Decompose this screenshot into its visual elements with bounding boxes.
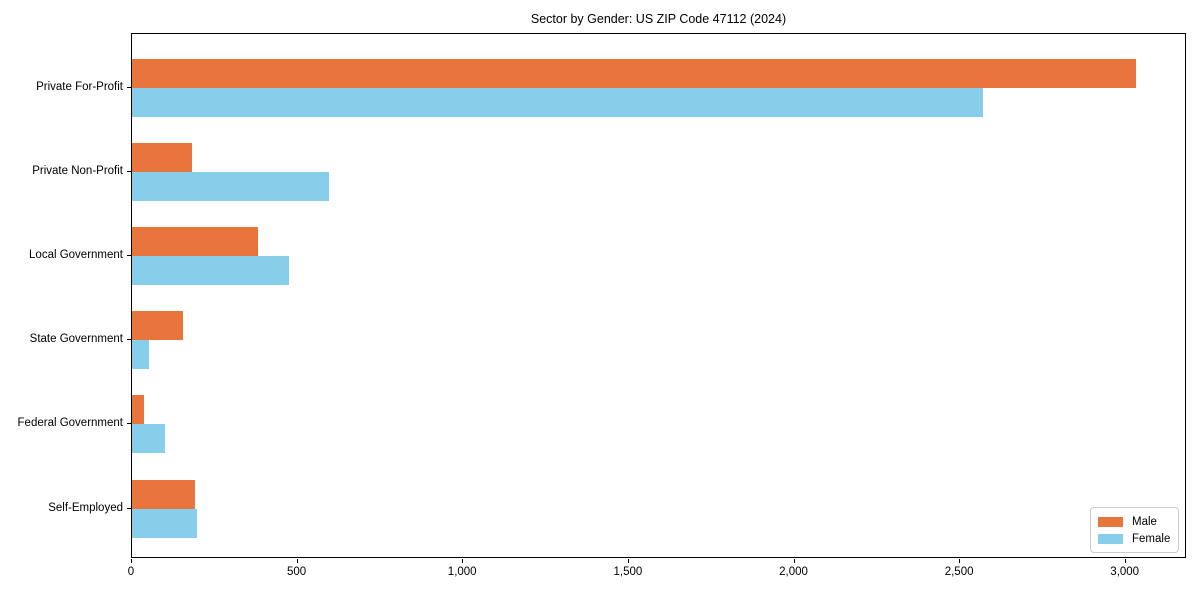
ytick-mark-federal-government bbox=[127, 423, 131, 425]
xtick-mark-2500 bbox=[959, 559, 961, 563]
legend-swatch-female bbox=[1098, 533, 1123, 544]
bar-male-local-government bbox=[132, 227, 258, 257]
legend-label-female: Female bbox=[1132, 532, 1171, 545]
xtick-mark-2000 bbox=[793, 559, 795, 563]
ytick-label-local-government: Local Government bbox=[29, 249, 123, 262]
xtick-mark-0 bbox=[131, 559, 132, 563]
bar-female-federal-government bbox=[132, 424, 166, 454]
bar-female-private-non-profit bbox=[132, 172, 330, 202]
xtick-mark-3000 bbox=[1124, 559, 1126, 563]
bar-male-state-government bbox=[132, 311, 184, 341]
ytick-label-state-government: State Government bbox=[29, 333, 123, 346]
xtick-label-1000: 1,000 bbox=[447, 566, 477, 578]
bar-male-self-employed bbox=[132, 479, 195, 509]
ytick-label-private-for-profit: Private For-Profit bbox=[36, 81, 123, 93]
xtick-label-2000: 2,000 bbox=[779, 566, 808, 578]
legend-label-male: Male bbox=[1132, 515, 1157, 528]
ytick-mark-self-employed bbox=[127, 507, 131, 509]
xtick-mark-1000 bbox=[462, 559, 464, 563]
ytick-mark-state-government bbox=[127, 339, 131, 341]
xtick-label-1500: 1,500 bbox=[613, 566, 643, 578]
ytick-label-federal-government: Federal Government bbox=[17, 417, 123, 430]
plot-area: Male Female bbox=[131, 33, 1186, 558]
xtick-mark-1500 bbox=[627, 559, 629, 563]
bar-female-private-for-profit bbox=[132, 88, 984, 117]
xtick-label-0: 0 bbox=[127, 566, 135, 578]
legend-entry-female: Female bbox=[1098, 530, 1178, 547]
bar-male-private-non-profit bbox=[132, 143, 192, 173]
ytick-label-private-non-profit: Private Non-Profit bbox=[32, 165, 123, 178]
xtick-mark-500 bbox=[296, 559, 298, 563]
ytick-mark-private-non-profit bbox=[127, 171, 131, 173]
xtick-label-500: 500 bbox=[287, 566, 307, 578]
ytick-label-self-employed: Self-Employed bbox=[48, 501, 123, 514]
legend-swatch-male bbox=[1098, 516, 1123, 527]
xtick-label-3000: 3,000 bbox=[1110, 566, 1140, 578]
ytick-mark-private-for-profit bbox=[127, 87, 131, 88]
chart-title: Sector by Gender: US ZIP Code 47112 (202… bbox=[530, 12, 787, 26]
bar-female-state-government bbox=[132, 340, 149, 370]
ytick-mark-local-government bbox=[127, 255, 131, 257]
bar-female-local-government bbox=[132, 256, 290, 286]
bar-male-private-for-profit bbox=[132, 59, 1136, 88]
bar-male-federal-government bbox=[132, 395, 144, 425]
legend-entry-male: Male bbox=[1098, 513, 1178, 530]
bar-female-self-employed bbox=[132, 508, 197, 538]
xtick-label-2500: 2,500 bbox=[944, 566, 974, 578]
legend: Male Female bbox=[1090, 507, 1179, 553]
